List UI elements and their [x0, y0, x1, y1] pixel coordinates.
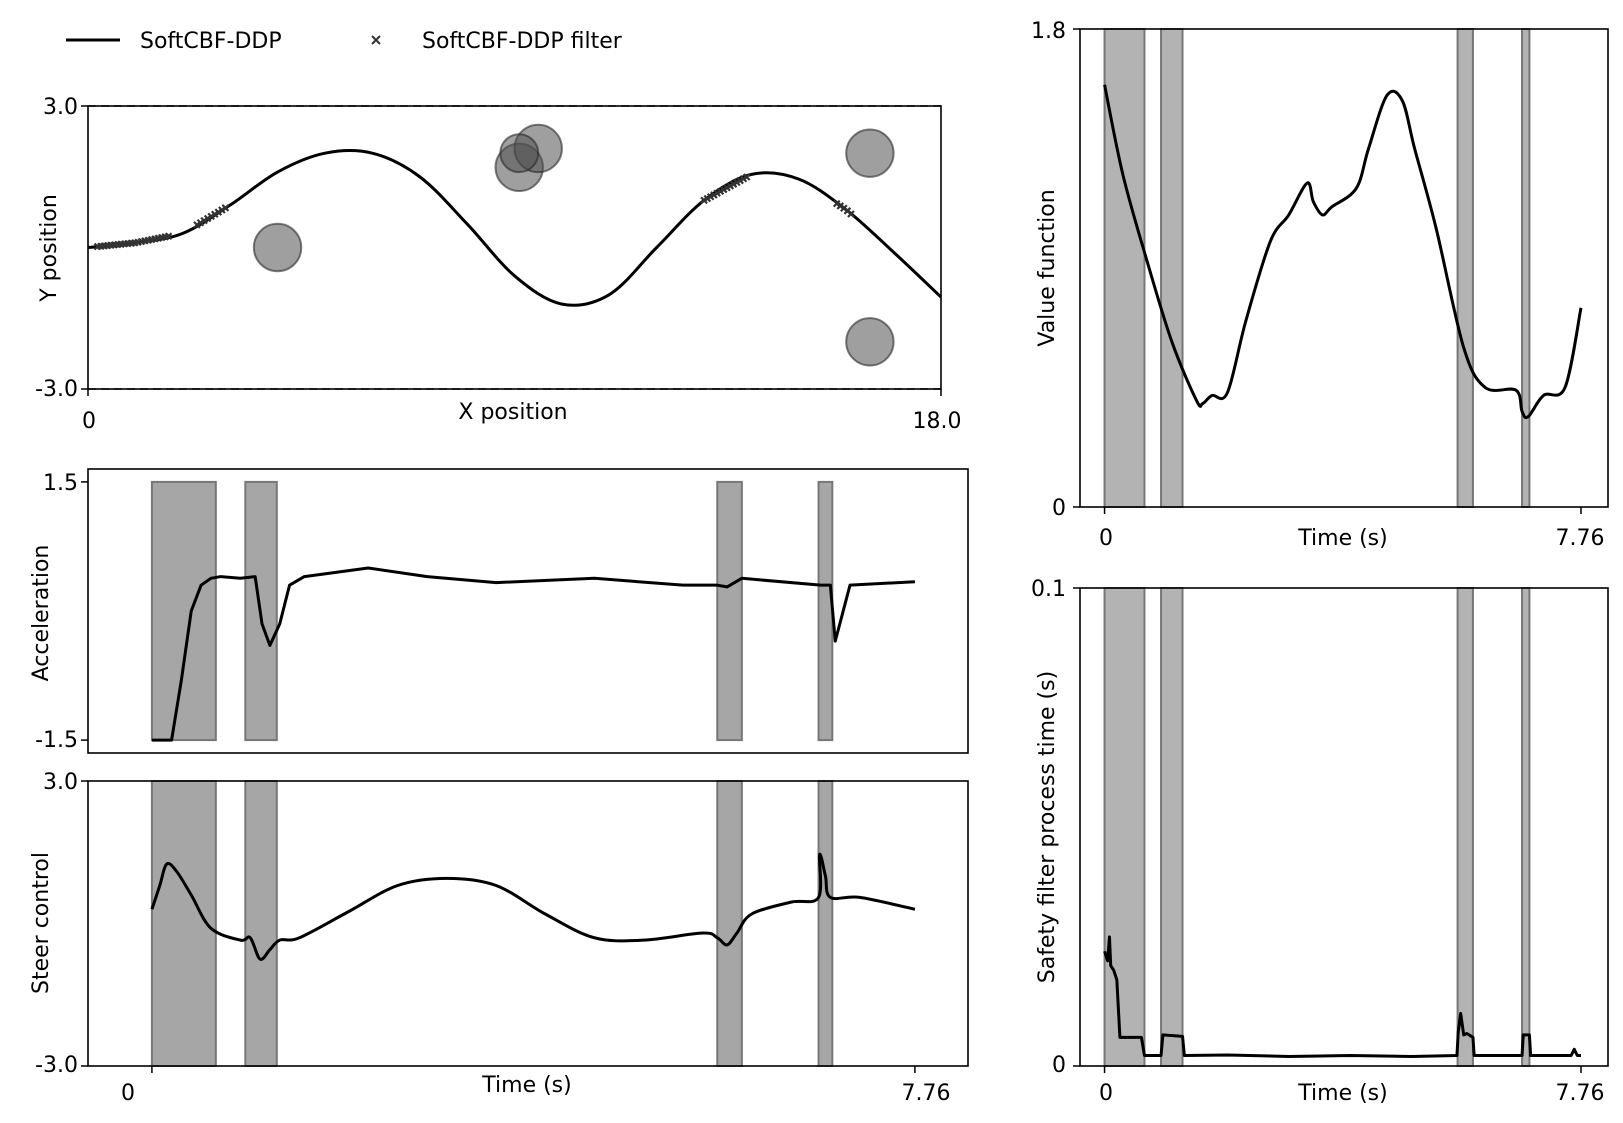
- acceleration-shaded-region-2: [716, 480, 743, 742]
- acceleration-line: [151, 566, 915, 742]
- process-ytick-max: 0.1: [1031, 577, 1066, 602]
- filter-marker: [742, 173, 751, 181]
- trajectory-xtick-min: 0: [82, 409, 96, 434]
- value-ytick-min: 0: [1052, 496, 1066, 521]
- process-frame: [1079, 587, 1609, 1067]
- steer-plot: Time (s) Steer control 0 7.76 3.0 -3.0: [29, 770, 969, 1106]
- steer-frame: [87, 780, 969, 1067]
- acceleration-ytick-min: -1.5: [35, 728, 78, 753]
- value-line: [1103, 84, 1583, 420]
- acceleration-ytick-max: 1.5: [43, 471, 78, 496]
- trajectory-line: [87, 149, 943, 307]
- obstacle-5: [845, 317, 895, 367]
- legend-marker-swatch: [371, 35, 381, 45]
- process-time-plot: Time (s) Safety filter process time (s) …: [1031, 577, 1609, 1106]
- acceleration-ylabel: Acceleration: [29, 545, 54, 682]
- acceleration-plot: Acceleration 1.5 -1.5: [29, 468, 969, 754]
- trajectory-plot: X position Y position 0 18.0 -3.0 3.0: [35, 95, 961, 434]
- steer-xlabel: Time (s): [481, 1073, 571, 1098]
- obstacle-0: [252, 222, 303, 273]
- process-shaded-region-2: [1456, 587, 1474, 1067]
- trajectory-xlabel: X position: [458, 400, 567, 425]
- steer-ytick-min: -3.0: [35, 1053, 78, 1078]
- trajectory-ytick-max: 3.0: [43, 95, 78, 120]
- process-ytick-min: 0: [1052, 1053, 1066, 1078]
- value-shaded-region-2: [1456, 28, 1474, 508]
- process-shaded-region-0: [1103, 587, 1146, 1067]
- filter-marker: [221, 204, 230, 212]
- value-xtick-max: 7.76: [1556, 526, 1605, 551]
- filter-marker: [164, 232, 173, 240]
- legend: SoftCBF-DDP SoftCBF-DDP filter: [66, 29, 623, 54]
- obstacle-4: [845, 128, 895, 178]
- steer-ytick-max: 3.0: [43, 770, 78, 795]
- value-xtick-min: 0: [1099, 526, 1113, 551]
- process-xlabel: Time (s): [1297, 1081, 1387, 1106]
- steer-shaded-region-3: [817, 780, 834, 1067]
- trajectory-ytick-min: -3.0: [35, 377, 78, 402]
- acceleration-frame: [87, 468, 969, 754]
- steer-ylabel: Steer control: [29, 852, 54, 994]
- trajectory-frame: [87, 105, 942, 390]
- value-ytick-max: 1.8: [1031, 19, 1066, 44]
- steer-shaded-region-2: [716, 780, 743, 1067]
- legend-marker-label: SoftCBF-DDP filter: [422, 29, 623, 54]
- value-shaded-region-1: [1160, 28, 1184, 508]
- steer-line: [150, 852, 916, 961]
- process-shaded-region-1: [1160, 587, 1184, 1067]
- value-function-plot: Time (s) Value function 0 7.76 1.8 0: [1031, 19, 1609, 551]
- value-shaded-region-0: [1103, 28, 1146, 508]
- steer-xtick-max: 7.76: [902, 1081, 951, 1106]
- filter-marker: [847, 210, 855, 218]
- process-ylabel: Safety filter process time (s): [1035, 671, 1060, 983]
- process-xtick-max: 7.76: [1556, 1081, 1605, 1106]
- process-xtick-min: 0: [1099, 1081, 1113, 1106]
- legend-line-label: SoftCBF-DDP: [140, 29, 282, 54]
- trajectory-ylabel: Y position: [37, 194, 62, 303]
- steer-shaded-region-1: [244, 780, 278, 1067]
- value-xlabel: Time (s): [1297, 526, 1387, 551]
- value-frame: [1079, 28, 1609, 508]
- acceleration-shaded-region-0: [150, 480, 217, 742]
- acceleration-shaded-region-3: [817, 480, 834, 742]
- value-ylabel: Value function: [1035, 189, 1060, 346]
- value-shaded-region-3: [1521, 28, 1531, 508]
- obstacle-3: [499, 133, 540, 174]
- process-line: [1103, 935, 1581, 1058]
- process-shaded-region-3: [1521, 587, 1531, 1067]
- trajectory-xtick-max: 18.0: [913, 409, 962, 434]
- steer-xtick-min: 0: [121, 1081, 135, 1106]
